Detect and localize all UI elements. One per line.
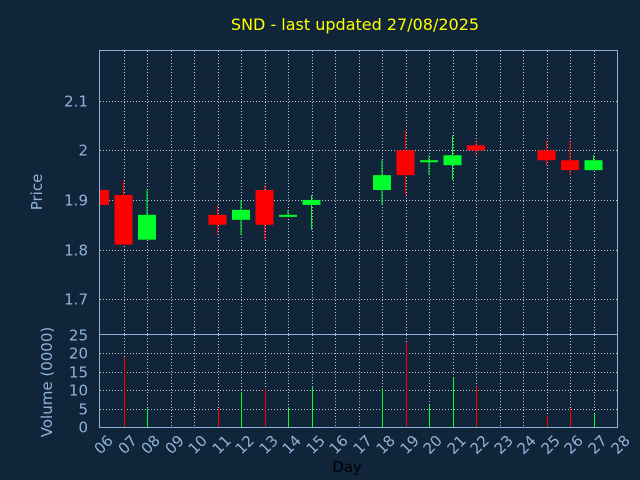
candle-body xyxy=(279,214,297,217)
candle-body xyxy=(232,209,250,220)
candle-body xyxy=(396,150,415,176)
candle-body xyxy=(302,199,321,205)
volume-tick-label: 15 xyxy=(69,364,88,382)
volume-tick-label: 10 xyxy=(69,382,88,400)
price-tick-label: 2.1 xyxy=(64,93,88,111)
volume-gridlines xyxy=(100,335,617,427)
volume-tick-label: 0 xyxy=(78,419,88,437)
day-tick-label: 28 xyxy=(608,432,634,458)
candle-body xyxy=(420,160,438,163)
day-tick-label: 18 xyxy=(373,432,399,458)
candles xyxy=(99,130,603,245)
candle-body xyxy=(537,150,556,161)
candle-body xyxy=(255,190,274,225)
volume-tick-label: 25 xyxy=(69,327,88,345)
candle-body xyxy=(373,175,391,191)
day-tick-label: 24 xyxy=(514,432,540,458)
day-tick-label: 16 xyxy=(326,432,352,458)
price-tick-label: 2 xyxy=(78,142,88,160)
candle-body xyxy=(100,190,109,205)
day-tick-label: 26 xyxy=(561,432,587,458)
volume-tick-label: 20 xyxy=(69,345,88,363)
volume-tick-label: 5 xyxy=(78,401,88,419)
price-tick-label: 1.9 xyxy=(64,192,88,210)
volume-axis-label: Volume (0000) xyxy=(38,327,56,437)
day-axis-ticks: 0607080910111213141516171819202122232425… xyxy=(91,432,634,458)
chart-title: SND - last updated 27/08/2025 xyxy=(231,15,479,34)
candle-body xyxy=(208,214,227,225)
candle-body xyxy=(561,160,579,171)
price-tick-label: 1.7 xyxy=(64,291,88,309)
candle-body xyxy=(443,155,462,166)
day-tick-label: 10 xyxy=(185,432,211,458)
price-gridlines xyxy=(100,51,617,334)
price-panel-frame xyxy=(99,50,618,335)
day-tick-label: 20 xyxy=(420,432,446,458)
day-axis-label: Day xyxy=(332,458,362,476)
volume-panel-frame xyxy=(99,334,618,428)
day-tick-label: 22 xyxy=(467,432,493,458)
candle-body xyxy=(467,145,485,151)
candle-body xyxy=(584,160,603,171)
day-tick-label: 14 xyxy=(279,432,305,458)
price-tick-label: 1.8 xyxy=(64,242,88,260)
price-axis-ticks: 1.7 1.8 1.9 2 2.1 xyxy=(64,93,88,309)
candle-body xyxy=(138,214,156,240)
day-tick-label: 12 xyxy=(232,432,258,458)
volume-bars xyxy=(124,342,595,427)
price-axis-label: Price xyxy=(28,174,46,211)
candle-body xyxy=(114,194,133,245)
day-tick-label: 08 xyxy=(138,432,164,458)
day-tick-label: 06 xyxy=(91,432,117,458)
